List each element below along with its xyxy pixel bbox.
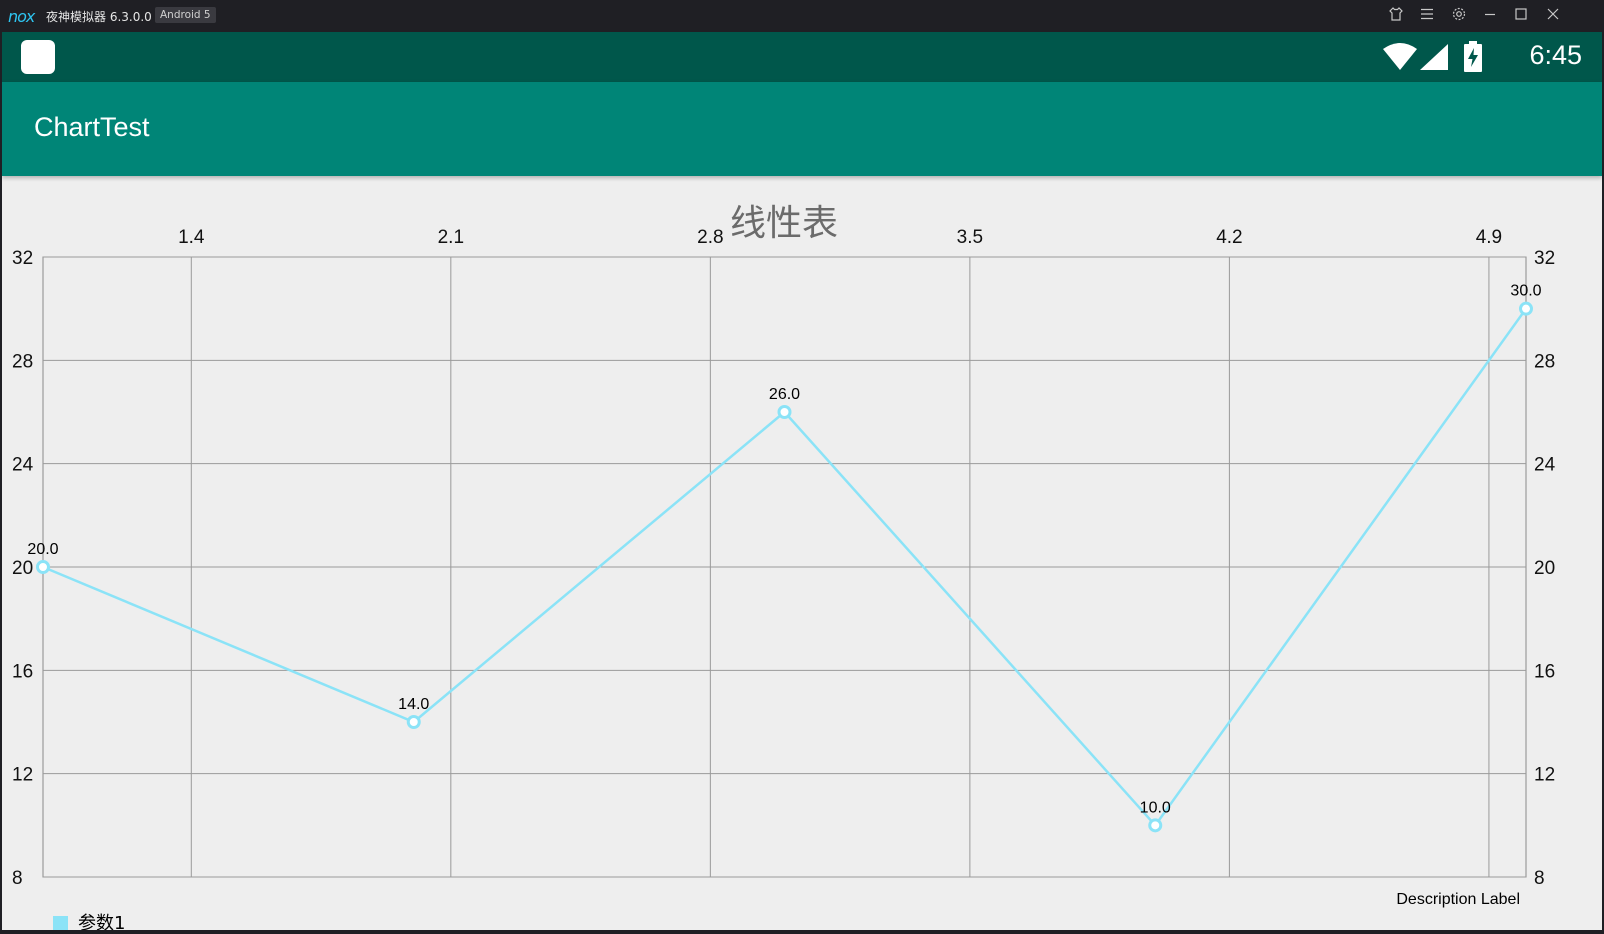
- shirt-icon: [1389, 7, 1403, 21]
- settings-button[interactable]: [1449, 6, 1469, 26]
- legend-swatch: [53, 916, 68, 931]
- chart-title: 线性表: [730, 203, 838, 244]
- gear-icon: [1452, 7, 1466, 21]
- legend-label: 参数1: [78, 913, 125, 932]
- x-tick-label: 1.4: [178, 227, 205, 248]
- y-tick-label-left: 16: [12, 661, 33, 682]
- app-toolbar: ChartTest: [2, 82, 1602, 176]
- android-version-badge: Android 5: [155, 7, 216, 23]
- y-tick-label-right: 16: [1534, 661, 1555, 682]
- chart-series: 20.0 14.0 26.0 10.0 30.0: [27, 283, 1542, 833]
- y-tick-label-left: 24: [12, 455, 34, 476]
- minimize-icon: [1485, 13, 1495, 16]
- data-point: [1148, 818, 1163, 833]
- close-button[interactable]: [1543, 6, 1563, 26]
- nox-logo: nox: [8, 7, 35, 26]
- menu-icon: [1421, 8, 1433, 20]
- android-screen: 6:45 ChartTest 线性表 32 32 28 28 24 24 20 20 16 16 1…: [2, 32, 1602, 932]
- close-icon: [1547, 8, 1559, 20]
- x-tick-label: 2.1: [438, 227, 464, 248]
- y-tick-label-left: 12: [12, 765, 33, 786]
- y-tick-label-right: 8: [1534, 868, 1545, 889]
- chart-grid: [42, 256, 1527, 878]
- wifi-icon: [1383, 43, 1417, 70]
- x-tick-label: 2.8: [697, 227, 723, 248]
- app-title: ChartTest: [34, 112, 150, 142]
- y-tick-label-left: 32: [12, 248, 33, 269]
- notification-app-icon: [21, 40, 55, 74]
- battery-charging-icon: [1464, 41, 1482, 72]
- y-tick-label-left: 28: [12, 351, 33, 372]
- data-label: 20.0: [27, 541, 58, 558]
- cell-signal-icon: [1420, 44, 1448, 70]
- y-tick-label-left: 8: [12, 868, 23, 889]
- chart-legend: 参数1: [53, 913, 125, 932]
- chart-axes: 32 32 28 28 24 24 20 20 16 16 12 12 8 8 1.4 2.1 2.8 3.5 4.…: [12, 227, 1556, 889]
- menu-button[interactable]: [1417, 6, 1437, 26]
- data-point: [406, 715, 421, 729]
- y-tick-label-left: 20: [12, 558, 33, 579]
- data-point: [777, 405, 792, 419]
- minimize-button[interactable]: [1480, 6, 1500, 26]
- data-label: 26.0: [769, 386, 800, 403]
- x-tick-label: 4.2: [1216, 227, 1242, 248]
- data-point: [1519, 301, 1533, 316]
- x-tick-label: 3.5: [957, 227, 983, 248]
- data-point: [36, 560, 50, 574]
- data-label: 14.0: [398, 696, 429, 713]
- y-tick-label-right: 24: [1534, 455, 1556, 476]
- data-label: 10.0: [1140, 799, 1171, 816]
- y-tick-label-right: 32: [1534, 248, 1555, 269]
- skin-icon[interactable]: [1386, 6, 1406, 26]
- data-label: 30.0: [1510, 283, 1541, 300]
- maximize-button[interactable]: [1511, 6, 1531, 26]
- y-tick-label-right: 12: [1534, 765, 1555, 786]
- emulator-titlebar: nox 夜神模拟器 6.3.0.0 Android 5: [0, 0, 1604, 32]
- maximize-icon: [1515, 8, 1527, 20]
- android-status-bar: 6:45: [2, 32, 1602, 82]
- window-bottom-border: [0, 930, 1604, 934]
- emulator-title: 夜神模拟器 6.3.0.0: [46, 10, 152, 24]
- x-tick-label: 4.9: [1476, 227, 1502, 248]
- description-label: Description Label: [1396, 891, 1520, 908]
- y-tick-label-right: 28: [1534, 351, 1555, 372]
- status-clock: 6:45: [1529, 40, 1582, 70]
- y-tick-label-right: 20: [1534, 558, 1555, 579]
